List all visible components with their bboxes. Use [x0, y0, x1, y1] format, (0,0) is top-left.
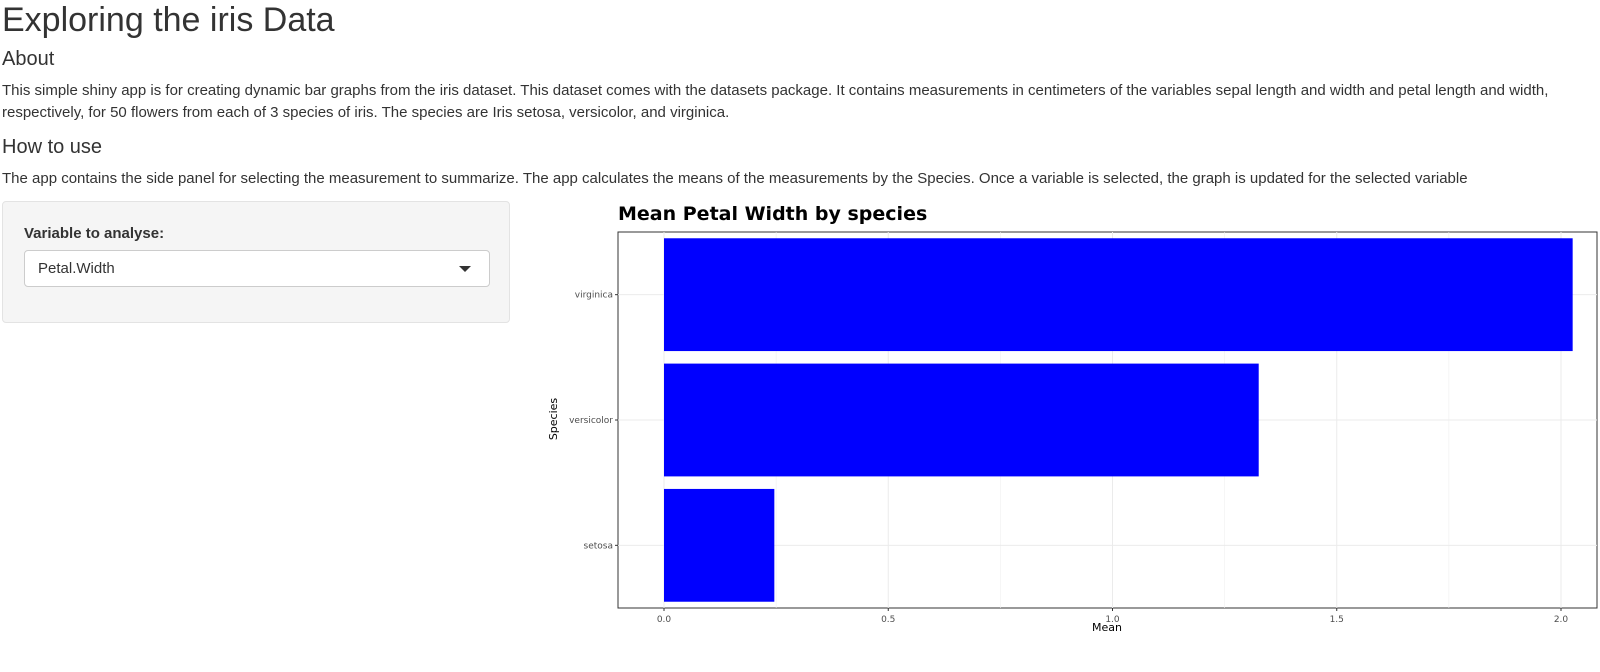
x-tick-label: 1.0: [1105, 615, 1120, 625]
bar-virginica: [664, 238, 1573, 352]
page-title: Exploring the iris Data: [2, 1, 335, 39]
chart-title: Mean Petal Width by species: [618, 203, 927, 225]
x-tick-label: 2.0: [1554, 615, 1569, 625]
variable-select[interactable]: Petal.Width: [24, 250, 490, 287]
bar-versicolor: [664, 363, 1259, 477]
x-tick-label: 0.5: [881, 615, 895, 625]
about-text: This simple shiny app is for creating dy…: [2, 82, 1549, 121]
variable-select-value: Petal.Width: [38, 260, 115, 277]
y-tick-label: virginica: [575, 291, 613, 301]
x-tick-label: 1.5: [1330, 615, 1344, 625]
y-tick-label: setosa: [584, 541, 613, 551]
about-heading: About: [2, 48, 55, 70]
x-tick-label: 0.0: [657, 615, 672, 625]
bar-setosa: [664, 488, 775, 602]
bar-chart: Mean Petal Width by species 0.0 0.5 1.0 1.5…: [547, 203, 1598, 634]
chevron-down-icon[interactable]: [459, 266, 471, 272]
how-to-use-text: The app contains the side panel for sele…: [2, 170, 1468, 187]
how-to-use-heading: How to use: [2, 136, 103, 158]
variable-select-label: Variable to analyse:: [24, 225, 165, 242]
y-tick-label: versicolor: [569, 416, 613, 426]
side-panel: Variable to analyse: Petal.Width: [2, 201, 510, 323]
y-axis-title: Species: [547, 398, 560, 441]
x-axis-title: Mean: [1092, 621, 1122, 634]
